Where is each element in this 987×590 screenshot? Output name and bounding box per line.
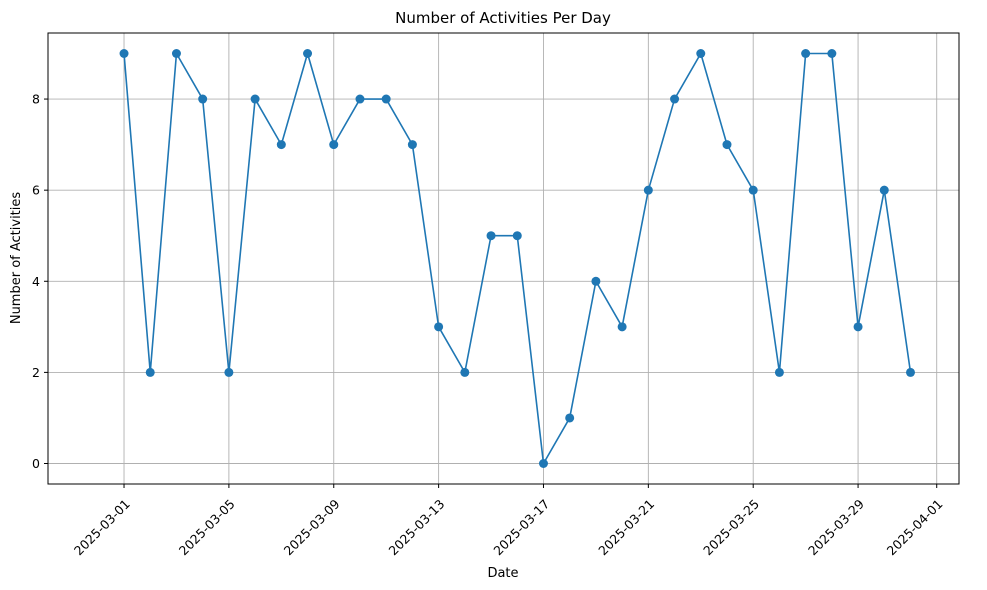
plot-frame — [47, 32, 960, 485]
y-axis-label: Number of Activities — [9, 192, 24, 325]
data-point — [355, 94, 365, 104]
data-point — [224, 367, 234, 377]
data-point — [276, 140, 286, 150]
series-line-layer — [123, 52, 912, 465]
data-point — [434, 322, 444, 332]
data-point — [538, 459, 548, 468]
x-tick-label: 2025-03-01 — [71, 496, 133, 558]
tick-layer: 0 2 4 6 8 2025-03-01 2025-03-05 2025-03-09 2025-… — [32, 92, 946, 559]
data-point — [565, 413, 575, 423]
data-point — [460, 367, 470, 377]
data-point — [329, 140, 339, 150]
x-tick-label: 2025-03-21 — [595, 496, 657, 558]
data-point — [486, 231, 496, 241]
data-point — [670, 94, 680, 104]
marker-layer — [119, 49, 915, 468]
x-tick-label: 2025-03-29 — [805, 496, 867, 558]
y-tick-label: 2 — [32, 365, 40, 380]
x-tick-label: 2025-03-09 — [281, 496, 343, 558]
data-point — [381, 94, 391, 104]
y-tick-label: 8 — [32, 92, 40, 107]
data-point — [512, 231, 522, 241]
data-point — [774, 367, 784, 377]
data-point — [853, 322, 863, 332]
y-tick-label: 6 — [32, 183, 40, 198]
data-point — [801, 49, 811, 58]
data-point — [696, 49, 706, 58]
data-point — [119, 49, 129, 58]
data-point — [407, 140, 417, 150]
data-point — [643, 185, 653, 195]
data-point — [171, 49, 181, 58]
x-tick-label: 2025-03-05 — [176, 496, 238, 558]
chart-title: Number of Activities Per Day — [395, 9, 611, 27]
data-point — [879, 185, 889, 195]
data-point — [250, 94, 260, 104]
x-tick-label: 2025-04-01 — [884, 496, 946, 558]
data-point — [722, 140, 732, 150]
x-tick-label: 2025-03-25 — [700, 496, 762, 558]
y-tick-label: 0 — [32, 456, 40, 471]
data-point — [748, 185, 758, 195]
y-tick-label: 4 — [32, 274, 40, 289]
data-point — [591, 276, 601, 286]
data-point — [303, 49, 313, 58]
x-tick-label: 2025-03-13 — [386, 496, 448, 558]
data-point — [617, 322, 627, 332]
data-point — [906, 367, 915, 377]
grid-layer — [48, 33, 959, 484]
data-point — [145, 367, 155, 377]
data-point — [827, 49, 837, 58]
x-tick-label: 2025-03-17 — [490, 496, 552, 558]
x-axis-label: Date — [487, 566, 518, 581]
series-line — [123, 52, 912, 465]
data-point — [198, 94, 208, 104]
